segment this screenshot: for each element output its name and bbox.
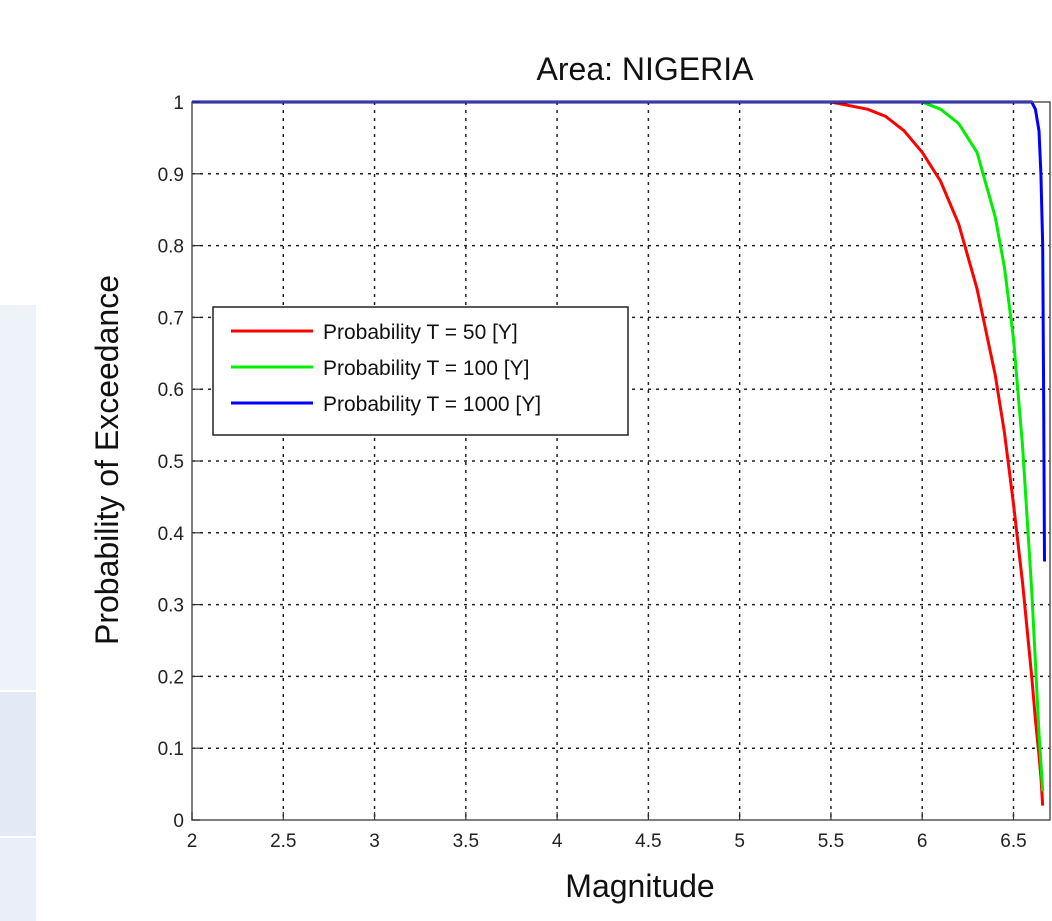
legend-box — [212, 306, 629, 436]
legend: Probability T = 50 [Y] Probability T = 10… — [212, 306, 629, 436]
x-tick-label: 4 — [552, 831, 563, 852]
x-axis-label: Magnitude — [565, 868, 714, 904]
x-tick-label: 2 — [187, 831, 198, 852]
background-strip — [0, 305, 36, 690]
y-tick-label: 0 — [173, 811, 184, 832]
x-tick-label: 6.5 — [1000, 831, 1026, 852]
x-tick-label: 6 — [917, 831, 928, 852]
axis-ticks: 2 2.5 3 3.5 4 4.5 5 5.5 6 6.5 0 0.1 0.2 0.3 0.4 0.5 0.6 0… — [158, 93, 1027, 852]
x-tick-label: 5 — [734, 831, 745, 852]
legend-label: Probability T = 50 [Y] — [323, 321, 518, 344]
legend-label: Probability T = 100 [Y] — [323, 357, 529, 380]
y-tick-label: 1 — [173, 93, 184, 114]
x-tick-label: 3.5 — [453, 831, 479, 852]
y-tick-label: 0.5 — [158, 452, 184, 473]
series-line — [192, 100, 1045, 806]
series-line — [192, 100, 1045, 792]
x-tick-label: 5.5 — [818, 831, 844, 852]
x-tick-label: 2.5 — [270, 831, 296, 852]
y-tick-label: 0.8 — [158, 237, 184, 258]
x-tick-label: 3 — [369, 831, 380, 852]
legend-label: Probability T = 1000 [Y] — [323, 393, 541, 416]
y-tick-label: 0.6 — [158, 380, 184, 401]
y-tick-label: 0.3 — [158, 596, 184, 617]
y-axis-label: Probability of Exceedance — [89, 275, 125, 645]
y-tick-label: 0.4 — [158, 524, 185, 545]
background-strip — [0, 692, 36, 836]
x-tick-label: 4.5 — [635, 831, 661, 852]
grid — [192, 102, 1050, 820]
y-tick-label: 0.7 — [158, 308, 184, 329]
y-tick-label: 0.2 — [158, 667, 184, 688]
y-tick-label: 0.1 — [158, 739, 184, 760]
chart-title: Area: NIGERIA — [537, 51, 755, 87]
background-strip — [0, 838, 36, 921]
y-tick-label: 0.9 — [158, 165, 184, 186]
